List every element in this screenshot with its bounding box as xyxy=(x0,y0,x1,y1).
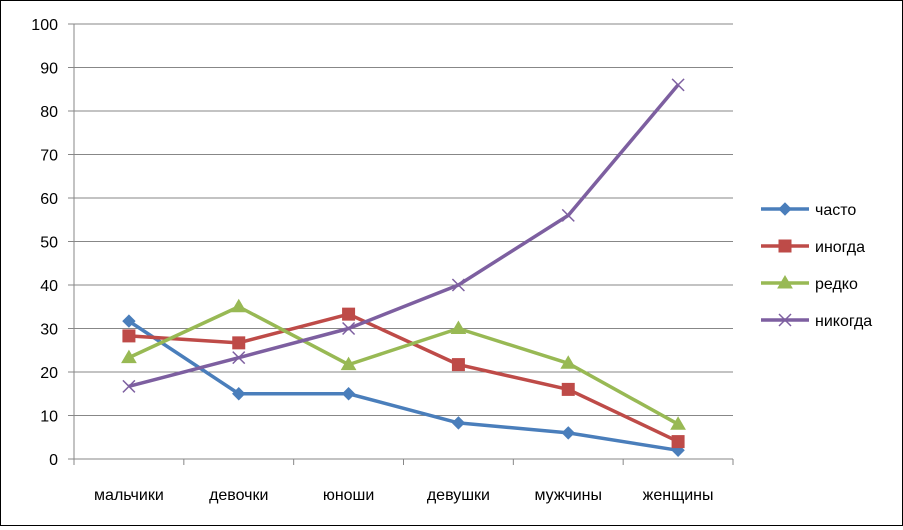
data-point xyxy=(450,320,467,334)
data-point xyxy=(561,382,575,396)
y-tick-label: 10 xyxy=(40,409,58,426)
series-line xyxy=(128,312,679,444)
series-3 xyxy=(121,298,686,430)
legend: часто иногда редко никогда xyxy=(761,202,872,330)
y-tick-label: 0 xyxy=(49,452,58,469)
legend-marker xyxy=(778,202,792,216)
x-tick-label: юноши xyxy=(323,487,375,504)
legend-label: иногда xyxy=(815,239,865,256)
data-point xyxy=(232,351,246,365)
y-tick-label: 60 xyxy=(40,191,58,208)
data-point xyxy=(561,208,575,222)
series-1 xyxy=(122,314,685,458)
data-point xyxy=(451,278,465,292)
x-tick-label: женщины xyxy=(643,487,714,504)
legend-label: никогда xyxy=(815,313,872,330)
y-tick-label: 70 xyxy=(40,148,58,165)
series-4 xyxy=(122,78,685,393)
data-point xyxy=(341,387,356,401)
data-point xyxy=(451,416,466,430)
data-point xyxy=(232,336,246,350)
legend-item: часто xyxy=(761,202,856,219)
series-2 xyxy=(122,307,685,449)
data-point xyxy=(451,358,465,372)
legend-item: иногда xyxy=(761,239,865,256)
data-point xyxy=(342,321,356,336)
y-tick-label: 100 xyxy=(31,17,58,34)
x-axis-tick-labels: мальчики девочки юноши девушки мужчины женщин… xyxy=(94,487,713,504)
data-point xyxy=(671,78,685,92)
x-tick-label: девочки xyxy=(209,487,268,504)
data-point xyxy=(232,387,246,401)
y-tick-label: 40 xyxy=(40,278,58,295)
data-point xyxy=(670,416,686,430)
data-point xyxy=(560,355,577,369)
legend-marker xyxy=(777,275,793,289)
data-point xyxy=(122,314,136,328)
y-tick-label: 80 xyxy=(40,104,58,121)
data-point xyxy=(671,435,685,449)
y-tick-label: 90 xyxy=(40,61,58,78)
legend-item: редко xyxy=(761,275,858,293)
x-tick-label: мальчики xyxy=(94,487,164,504)
x-tick-label: девушки xyxy=(427,487,490,504)
data-point xyxy=(122,329,136,343)
y-axis-tick-labels: 0 10 20 30 40 50 60 70 80 90 100 xyxy=(31,17,58,469)
data-point xyxy=(340,356,357,371)
data-point xyxy=(230,298,247,313)
legend-marker xyxy=(778,239,792,253)
x-tick-label: мужчины xyxy=(535,487,603,504)
data-point xyxy=(121,349,137,364)
y-tick-label: 20 xyxy=(40,365,58,382)
data-point xyxy=(342,307,356,321)
y-tick-label: 50 xyxy=(40,235,58,252)
series-lines xyxy=(121,78,686,458)
legend-label: редко xyxy=(815,276,858,293)
data-point xyxy=(122,379,136,393)
legend-label: часто xyxy=(815,202,856,219)
legend-marker xyxy=(778,313,792,327)
series-line xyxy=(128,83,680,389)
y-tick-label: 30 xyxy=(40,322,58,339)
axes xyxy=(68,23,734,465)
series-line xyxy=(128,305,679,426)
legend-item: никогда xyxy=(761,313,872,330)
gridlines xyxy=(74,23,733,416)
data-point xyxy=(561,426,575,440)
series-line xyxy=(127,319,679,453)
